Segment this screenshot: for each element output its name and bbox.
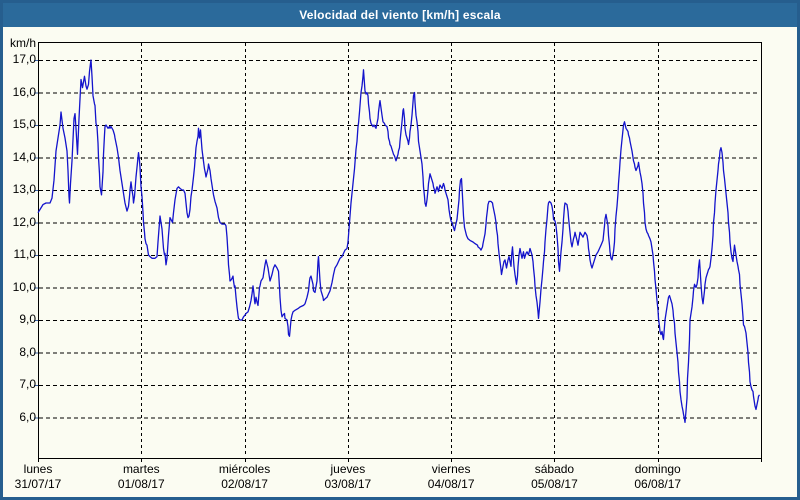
date-label: 04/08/17: [427, 477, 475, 491]
y-tick-label: 12,0: [12, 214, 36, 229]
weekday-label: miércoles: [218, 462, 271, 476]
wind-speed-line: [37, 59, 761, 424]
plot-border: [38, 42, 762, 459]
weekday-label: lunes: [23, 462, 53, 476]
weekday-label: martes: [122, 462, 160, 476]
y-tick-label: 17,0: [12, 52, 36, 66]
weekday-label: viernes: [431, 462, 471, 476]
y-tick-label: 6,0: [19, 409, 36, 424]
y-tick-label: 15,0: [12, 117, 36, 131]
weekday-label: domingo: [634, 462, 681, 476]
weekday-label: sábado: [534, 462, 575, 476]
date-label: 02/08/17: [221, 477, 268, 491]
y-tick-label: 11,0: [13, 247, 36, 261]
chart-title: Velocidad del viento [km/h] escala: [299, 8, 501, 22]
y-tick-label: 7,0: [19, 377, 36, 391]
date-label: 06/08/17: [634, 477, 682, 491]
y-tick-label: 14,0: [12, 149, 36, 164]
title-bar: Velocidad del viento [km/h] escala: [3, 3, 797, 27]
y-tick-label: 8,0: [19, 344, 36, 359]
y-tick-label: 13,0: [12, 182, 36, 196]
date-label: 03/08/17: [324, 477, 372, 491]
weekday-label: jueves: [330, 462, 366, 476]
date-label: 01/08/17: [117, 477, 165, 491]
y-tick-label: 10,0: [12, 279, 36, 294]
y-tick-label: 9,0: [19, 312, 36, 326]
date-label: 05/08/17: [531, 477, 578, 491]
date-label: 31/07/17: [14, 477, 62, 491]
y-tick-label: 16,0: [12, 84, 36, 99]
y-axis-unit-label: km/h: [9, 36, 36, 50]
